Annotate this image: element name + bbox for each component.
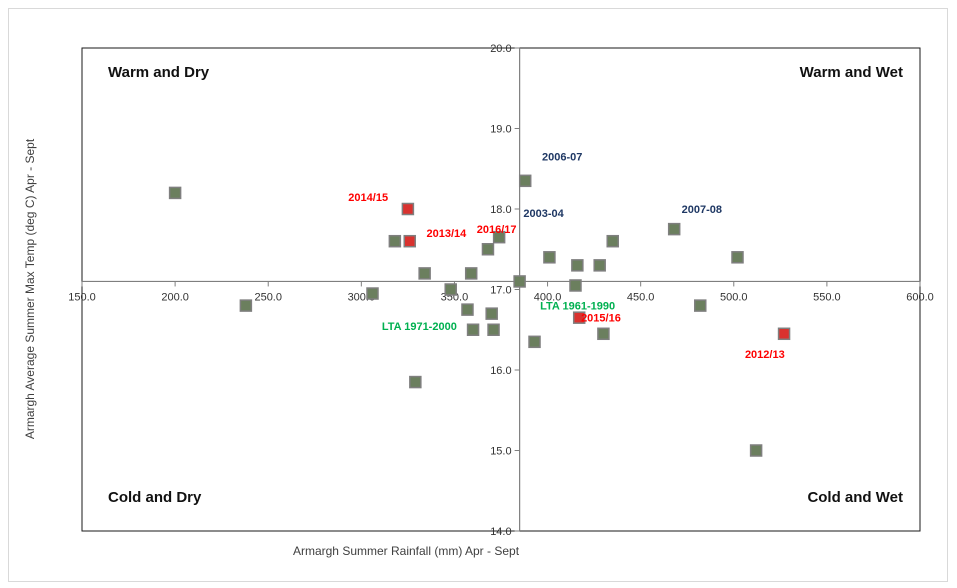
data-point <box>487 323 500 336</box>
data-point <box>418 267 431 280</box>
data-label: 2016/17 <box>477 224 517 236</box>
data-point <box>388 234 402 248</box>
y-tick-label: 19.0 <box>490 124 511 136</box>
data-point <box>572 311 586 324</box>
data-point <box>777 327 791 341</box>
data-points <box>168 174 791 457</box>
data-point <box>528 335 541 349</box>
data-point <box>593 259 606 272</box>
data-annotations: 2014/15 2013/14 2016/17 2015/16 2012/13 2006-… <box>348 152 784 361</box>
quadrant-label-bottom-right: Cold and Wet <box>807 489 903 506</box>
data-point <box>466 323 480 336</box>
data-point <box>444 283 457 296</box>
data-point <box>569 279 582 292</box>
data-point <box>492 230 506 244</box>
data-point <box>401 202 415 216</box>
data-point <box>749 444 763 457</box>
quadrant-labels: Warm and Dry Warm and Wet Cold and Dry C… <box>108 64 903 506</box>
data-point <box>409 375 422 389</box>
data-label: LTA 1961-1990 <box>540 301 615 313</box>
y-axis-title: Armargh Average Summer Max Temp (deg C) … <box>23 138 37 439</box>
y-tick-label: 17.0 <box>490 285 511 297</box>
x-tick-label: 200.0 <box>161 291 189 303</box>
data-label: LTA 1971-2000 <box>382 321 457 333</box>
plot-area <box>81 47 921 532</box>
data-point <box>543 251 556 264</box>
data-label: 2013/14 <box>427 228 468 240</box>
data-point <box>694 299 707 312</box>
data-label: 2012/13 <box>745 349 785 361</box>
data-point <box>667 222 681 236</box>
data-point <box>168 186 182 200</box>
data-label: 2015/16 <box>581 313 621 325</box>
data-point <box>606 234 619 248</box>
quadrant-label-bottom-left: Cold and Dry <box>108 489 202 506</box>
x-tick-label: 500.0 <box>720 291 748 303</box>
y-tick-label: 20.0 <box>490 43 511 55</box>
x-tick-label: 550.0 <box>813 291 841 303</box>
data-point <box>597 327 610 341</box>
data-point <box>461 303 474 316</box>
x-tick-label: 400.0 <box>534 291 562 303</box>
data-label: 2007-08 <box>682 204 722 216</box>
quadrant-label-top-right: Warm and Wet <box>800 64 903 81</box>
y-tick-label: 14.0 <box>490 526 511 538</box>
x-axis-title: Armargh Summer Rainfall (mm) Apr - Sept <box>293 544 520 558</box>
data-point <box>513 275 526 288</box>
data-point <box>731 251 744 264</box>
data-point <box>403 234 417 248</box>
quadrant-label-top-left: Warm and Dry <box>108 64 210 81</box>
data-label: 2006-07 <box>542 152 582 164</box>
data-point <box>518 174 532 188</box>
data-point <box>366 287 379 300</box>
x-tick-label: 150.0 <box>68 291 96 303</box>
x-tick-label: 250.0 <box>254 291 282 303</box>
data-point <box>239 299 253 312</box>
y-tick-label: 18.0 <box>490 204 511 216</box>
data-label: 2014/15 <box>348 192 388 204</box>
y-tick-label: 16.0 <box>490 365 511 377</box>
data-point <box>481 243 495 256</box>
x-tick-label: 600.0 <box>906 291 934 303</box>
data-point <box>464 267 478 280</box>
data-point <box>571 259 584 272</box>
data-point <box>485 307 498 320</box>
y-tick-label: 15.0 <box>490 446 511 458</box>
data-label: 2003-04 <box>523 208 564 220</box>
x-tick-label: 450.0 <box>627 291 655 303</box>
chart-frame <box>8 8 948 582</box>
